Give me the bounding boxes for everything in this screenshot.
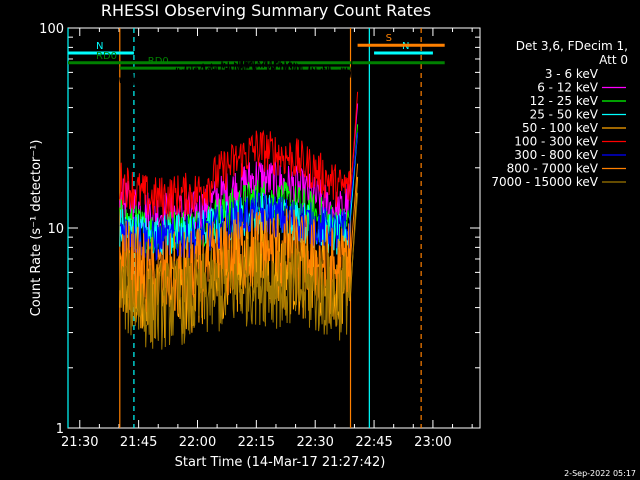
x-tick-label: 21:30 xyxy=(61,435,98,450)
flag-label: RD0 xyxy=(148,56,169,67)
flag-label: S xyxy=(386,33,392,44)
x-axis-label: Start Time (14-Mar-17 21:27:42) xyxy=(175,455,386,470)
y-axis-label: Count Rate (s⁻¹ detector⁻¹) xyxy=(29,140,44,317)
legend-label: 6 - 12 keV xyxy=(537,81,599,95)
legend-label: 7000 - 15000 keV xyxy=(491,175,598,189)
legend-header: Det 3,6, FDecim 1, xyxy=(516,39,628,53)
legend-label: 300 - 800 keV xyxy=(514,148,598,162)
y-tick-label: 10 xyxy=(47,222,64,237)
legend-header: Att 0 xyxy=(599,53,628,67)
legend-label: 25 - 50 keV xyxy=(530,108,599,122)
x-tick-label: 22:15 xyxy=(238,435,275,450)
chart-title: RHESSI Observing Summary Count Rates xyxy=(101,1,431,20)
chart-axes: 21:30 21:45 22:00 22:15 22:30 22:45 23:00 1 10 10… xyxy=(39,22,481,450)
x-tick-label: 22:45 xyxy=(355,435,392,450)
x-tick-label: 22:00 xyxy=(179,435,216,450)
x-tick-label: 22:30 xyxy=(296,435,333,450)
flag-label: RD0 xyxy=(96,51,117,62)
legend-label: 12 - 25 keV xyxy=(530,94,599,108)
legend-label: 800 - 7000 keV xyxy=(507,162,599,176)
y-tick-label: 100 xyxy=(39,22,64,37)
legend-label: 50 - 100 keV xyxy=(522,121,599,135)
legend-label: 3 - 6 keV xyxy=(545,67,599,81)
series-line xyxy=(119,32,359,86)
series-group xyxy=(119,32,359,350)
series-line xyxy=(119,91,359,218)
series-line xyxy=(119,132,359,262)
x-tick-label: 23:00 xyxy=(414,435,451,450)
footer-timestamp: 2-Sep-2022 05:17 xyxy=(564,469,636,478)
legend-label: 100 - 300 keV xyxy=(514,135,598,149)
x-tick-label: 21:45 xyxy=(120,435,157,450)
y-tick-label: 1 xyxy=(56,422,64,437)
flag-label: N xyxy=(96,41,103,52)
series-line xyxy=(119,192,359,350)
